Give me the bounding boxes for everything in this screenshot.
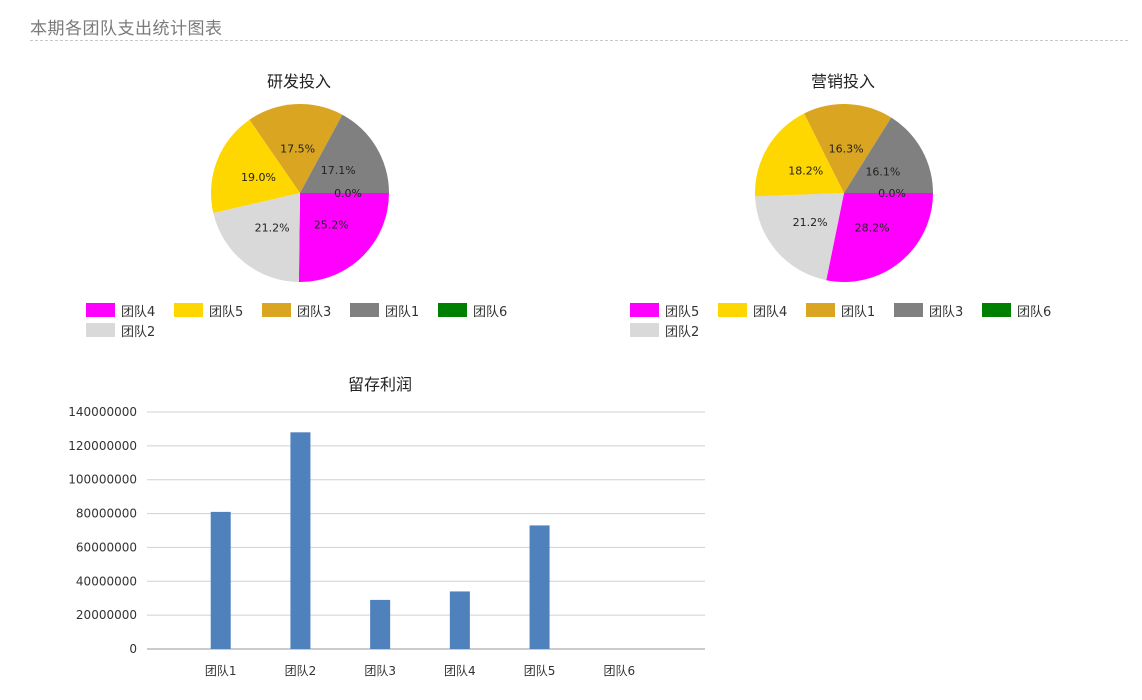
legend-swatch — [86, 303, 115, 317]
marketing-pie-slice-label-团队4: 18.2% — [788, 164, 823, 177]
pie-chart-1-title: 研发投入 — [266, 72, 331, 91]
legend-swatch — [718, 303, 747, 317]
x-tick-label: 团队5 — [524, 663, 556, 678]
pie-chart-marketing-legend: 团队5 团队4 团队1 团队3 团队6 团队2 — [630, 302, 1090, 342]
rd-pie-slice-label-团队1: 17.1% — [321, 164, 356, 177]
rd-pie-legend-item[interactable]: 团队6 — [438, 302, 508, 320]
rd-pie-legend-item[interactable]: 团队4 — [86, 302, 156, 320]
legend-swatch — [174, 303, 203, 317]
x-tick-label: 团队2 — [285, 663, 317, 678]
rd-pie-legend-item[interactable]: 团队1 — [350, 302, 420, 320]
legend-label: 团队3 — [297, 304, 332, 320]
legend-swatch — [982, 303, 1011, 317]
legend-swatch — [630, 303, 659, 317]
legend-label: 团队2 — [121, 324, 156, 340]
rd-pie-slice-label-团队3: 17.5% — [280, 143, 315, 156]
legend-label: 团队1 — [841, 304, 876, 320]
legend-label: 团队5 — [209, 304, 244, 320]
x-tick-label: 团队1 — [205, 663, 237, 678]
legend-label: 团队5 — [665, 304, 700, 320]
bar-团队4 — [449, 591, 470, 649]
legend-swatch — [806, 303, 835, 317]
rd-pie-slice-label-团队4: 25.2% — [314, 219, 349, 232]
x-tick-label: 团队4 — [444, 663, 476, 678]
rd-pie-slice-团队2 — [213, 193, 300, 282]
rd-pie-legend-item[interactable]: 团队2 — [86, 322, 156, 340]
pie-chart-2-title: 营销投入 — [810, 72, 875, 91]
marketing-pie-legend-item[interactable]: 团队1 — [806, 302, 876, 320]
rd-pie-slice-团队1 — [300, 114, 389, 193]
bar-团队5 — [529, 525, 550, 649]
rd-pie-legend-item[interactable]: 团队3 — [262, 302, 332, 320]
x-tick-label: 团队6 — [603, 663, 635, 678]
rd-pie-slice-label-团队5: 19.0% — [241, 171, 276, 184]
legend-swatch — [438, 303, 467, 317]
y-tick-label: 60000000 — [76, 540, 137, 554]
rd-pie-slice-团队4 — [298, 193, 389, 283]
marketing-pie-slice-团队1 — [804, 103, 892, 193]
y-tick-label: 20000000 — [76, 608, 137, 622]
legend-label: 团队3 — [929, 304, 964, 320]
legend-label: 团队6 — [473, 304, 508, 320]
x-tick-label: 团队3 — [364, 663, 396, 678]
page-title: 本期各团队支出统计图表 — [30, 19, 223, 39]
y-tick-label: 0 — [129, 642, 137, 656]
title-divider — [30, 40, 1128, 41]
rd-pie-legend-item[interactable]: 团队5 — [174, 302, 244, 320]
marketing-pie-legend-item[interactable]: 团队5 — [630, 302, 700, 320]
marketing-pie-slice-label-团队5: 28.2% — [855, 221, 890, 234]
bar-chart-title: 留存利润 — [347, 375, 412, 394]
legend-swatch — [86, 323, 115, 337]
y-tick-label: 120000000 — [68, 439, 137, 453]
legend-swatch — [262, 303, 291, 317]
marketing-pie-slice-团队4 — [755, 113, 844, 197]
bar-团队1 — [210, 511, 231, 649]
legend-label: 团队4 — [753, 304, 788, 320]
marketing-pie-legend-item[interactable]: 团队2 — [630, 322, 700, 340]
marketing-pie-slice-团队2 — [755, 193, 844, 281]
bar-团队3 — [370, 599, 391, 649]
rd-pie-slice-团队5 — [211, 119, 300, 213]
marketing-pie-legend-item[interactable]: 团队4 — [718, 302, 788, 320]
y-tick-label: 40000000 — [76, 574, 137, 588]
marketing-pie-legend-item[interactable]: 团队6 — [982, 302, 1052, 320]
legend-swatch — [350, 303, 379, 317]
marketing-pie-slice-label-团队2: 21.2% — [793, 216, 828, 229]
y-tick-label: 100000000 — [68, 473, 137, 487]
legend-label: 团队4 — [121, 304, 156, 320]
marketing-pie-slice-label-团队6: 0.0% — [878, 187, 906, 200]
marketing-pie-slice-label-团队3: 16.1% — [865, 165, 900, 178]
pie-chart-rd-legend: 团队4 团队5 团队3 团队1 团队6 团队2 — [86, 302, 546, 342]
legend-label: 团队1 — [385, 304, 420, 320]
y-tick-label: 140000000 — [68, 405, 137, 419]
rd-pie-slice-团队3 — [249, 103, 343, 193]
marketing-pie-legend-item[interactable]: 团队3 — [894, 302, 964, 320]
legend-label: 团队2 — [665, 324, 700, 340]
legend-swatch — [630, 323, 659, 337]
marketing-pie-slice-团队3 — [844, 117, 933, 193]
rd-pie-slice-label-团队2: 21.2% — [255, 222, 290, 235]
bar-团队2 — [290, 432, 311, 649]
marketing-pie-slice-团队5 — [826, 193, 933, 282]
rd-pie-slice-label-团队6: 0.0% — [334, 187, 362, 200]
marketing-pie-slice-label-团队1: 16.3% — [829, 143, 864, 156]
y-tick-label: 80000000 — [76, 507, 137, 521]
legend-label: 团队6 — [1017, 304, 1052, 320]
legend-swatch — [894, 303, 923, 317]
